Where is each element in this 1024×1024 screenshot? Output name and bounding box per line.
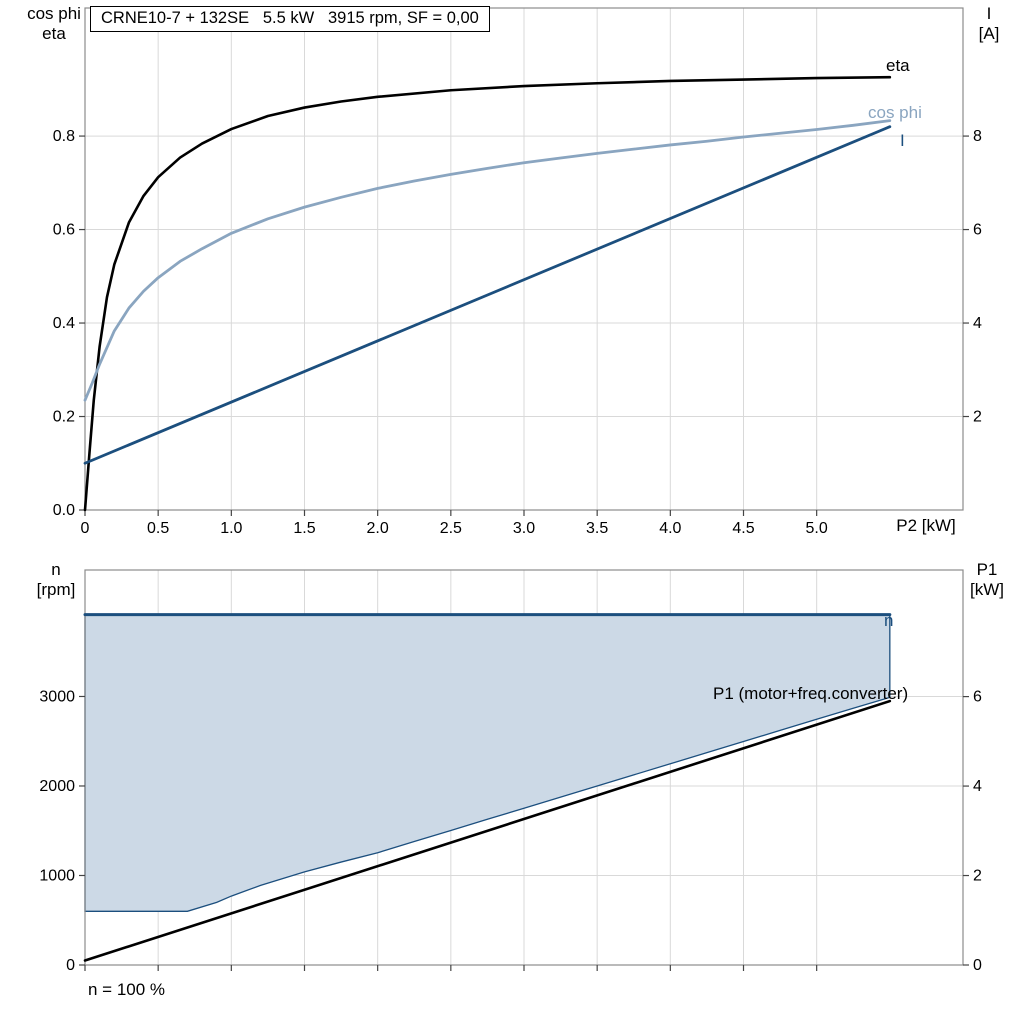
svg-text:0.8: 0.8 bbox=[53, 128, 75, 145]
top-right-axis-title: I [A] bbox=[960, 4, 1018, 44]
svg-text:8: 8 bbox=[973, 128, 982, 145]
svg-text:1.0: 1.0 bbox=[220, 520, 242, 537]
series-current-I bbox=[83, 125, 892, 465]
current-curve-label: I bbox=[900, 131, 905, 150]
n-curve-label: n bbox=[884, 611, 893, 630]
p1-axis-label: P1 bbox=[976, 560, 998, 579]
series-cos-phi bbox=[83, 119, 892, 402]
chart-title-box: CRNE10-7 + 132SE 5.5 kW 3915 rpm, SF = 0… bbox=[90, 6, 490, 32]
p1-curve-label: P1 (motor+freq.converter) bbox=[713, 684, 908, 703]
svg-text:1000: 1000 bbox=[39, 867, 75, 884]
svg-text:0.0: 0.0 bbox=[53, 502, 75, 519]
series-eta bbox=[83, 75, 892, 512]
svg-text:2: 2 bbox=[973, 409, 982, 426]
eta-axis-label: eta bbox=[42, 24, 66, 43]
bottom-right-axis-title: P1 [kW] bbox=[956, 560, 1018, 600]
speed-axis-label: n bbox=[51, 560, 61, 579]
svg-text:2: 2 bbox=[973, 868, 982, 885]
svg-text:2.0: 2.0 bbox=[367, 520, 389, 537]
motor-performance-chart: 0 0.5 1.0 1.5 2.0 2.5 3.0 3.5 4.0 4.5 5.0 0.0 0.2 0.4… bbox=[53, 7, 982, 537]
current-axis-label: I bbox=[986, 4, 992, 23]
svg-text:0: 0 bbox=[66, 957, 75, 974]
svg-text:6: 6 bbox=[973, 222, 982, 239]
svg-text:2.5: 2.5 bbox=[440, 520, 462, 537]
svg-text:4.0: 4.0 bbox=[659, 520, 681, 537]
cos-phi-curve-label: cos phi bbox=[868, 103, 922, 122]
svg-text:4.5: 4.5 bbox=[732, 520, 754, 537]
svg-text:4: 4 bbox=[973, 315, 982, 332]
speed-percent-note: n = 100 % bbox=[88, 980, 166, 999]
svg-text:0: 0 bbox=[973, 957, 982, 974]
speed-axis-unit: [rpm] bbox=[36, 580, 76, 599]
eta-curve-label: eta bbox=[886, 56, 910, 75]
svg-text:0.6: 0.6 bbox=[53, 222, 75, 239]
svg-text:6: 6 bbox=[973, 689, 982, 706]
top-left-axis-title: cos phi eta bbox=[12, 4, 96, 44]
svg-text:3000: 3000 bbox=[39, 688, 75, 705]
speed-power-chart: 0 1000 2000 3000 0 2 4 6 n P1 (motor+freq.convert… bbox=[39, 569, 982, 974]
svg-text:4: 4 bbox=[973, 778, 982, 795]
svg-text:5.0: 5.0 bbox=[806, 520, 828, 537]
svg-text:3.5: 3.5 bbox=[586, 520, 608, 537]
speed-control-range bbox=[84, 613, 891, 912]
p1-axis-unit: [kW] bbox=[970, 580, 1004, 599]
bottom-left-axis-title: n [rpm] bbox=[18, 560, 94, 600]
series-P1-power bbox=[83, 699, 892, 962]
svg-text:2000: 2000 bbox=[39, 778, 75, 795]
svg-text:0.2: 0.2 bbox=[53, 409, 75, 426]
svg-text:0.4: 0.4 bbox=[53, 315, 75, 332]
cos-phi-axis-label: cos phi bbox=[27, 4, 81, 23]
svg-text:1.5: 1.5 bbox=[293, 520, 315, 537]
chart-title: CRNE10-7 + 132SE 5.5 kW 3915 rpm, SF = 0… bbox=[101, 9, 479, 27]
current-axis-unit: [A] bbox=[978, 24, 1000, 43]
svg-text:0: 0 bbox=[81, 520, 90, 537]
svg-text:3.0: 3.0 bbox=[513, 520, 535, 537]
svg-text:0.5: 0.5 bbox=[147, 520, 169, 537]
x-axis-label: P2 [kW] bbox=[896, 516, 956, 535]
